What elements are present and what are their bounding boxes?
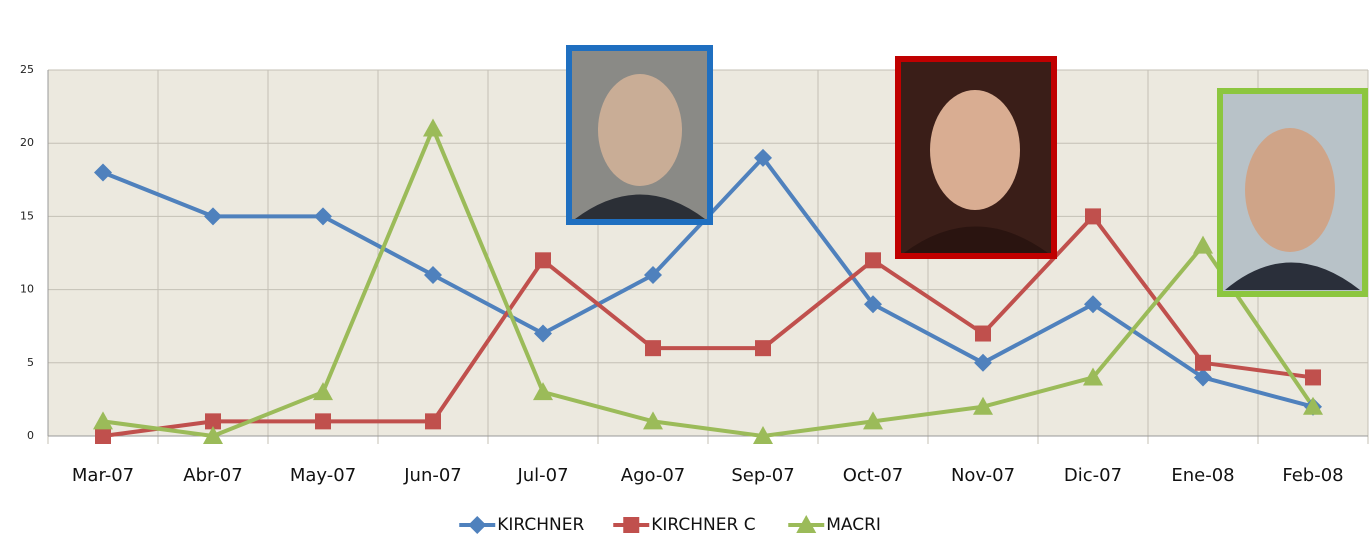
x-tick-label: Mar-07 [72,465,134,486]
y-tick-label: 20 [20,136,34,149]
marker [535,252,551,268]
marker [468,516,486,534]
marker [315,413,331,429]
marker [1305,369,1321,385]
x-tick-label: Sep-07 [731,465,794,486]
x-tick-label: Feb-08 [1282,465,1343,486]
photo-kirchner [569,48,710,222]
legend-label: KIRCHNER C [651,515,755,535]
chart: KIRCHNER KIRCHNER C MACRI 0 5 10 15 20 25 Mar-07… [0,0,1369,549]
marker [1085,208,1101,224]
legend: KIRCHNER KIRCHNER C MACRI [459,515,881,535]
legend-label: MACRI [826,515,881,535]
marker [623,517,639,533]
legend-label: KIRCHNER [497,515,584,535]
marker [755,340,771,356]
y-tick-label: 5 [27,356,34,369]
x-tick-label: Ago-07 [621,465,686,486]
y-tick-label: 15 [20,209,34,222]
marker [645,340,661,356]
x-tick-label: Nov-07 [951,465,1015,486]
x-tick-label: Abr-07 [183,465,242,486]
y-tick-label: 25 [20,63,34,76]
x-tick-label: Ene-08 [1171,465,1234,486]
photo-kirchner-c [898,59,1054,256]
marker [95,428,111,444]
x-tick-label: Dic-07 [1064,465,1122,486]
marker [1195,355,1211,371]
x-tick-label: Jul-07 [516,465,568,486]
y-tick-label: 0 [27,429,34,442]
x-tick-label: May-07 [290,465,356,486]
y-tick-label: 10 [20,283,34,296]
photo-macri [1220,91,1365,294]
marker [975,326,991,342]
x-tick-label: Jun-07 [403,465,462,486]
x-tick-label: Oct-07 [843,465,904,486]
marker [865,252,881,268]
marker [425,413,441,429]
